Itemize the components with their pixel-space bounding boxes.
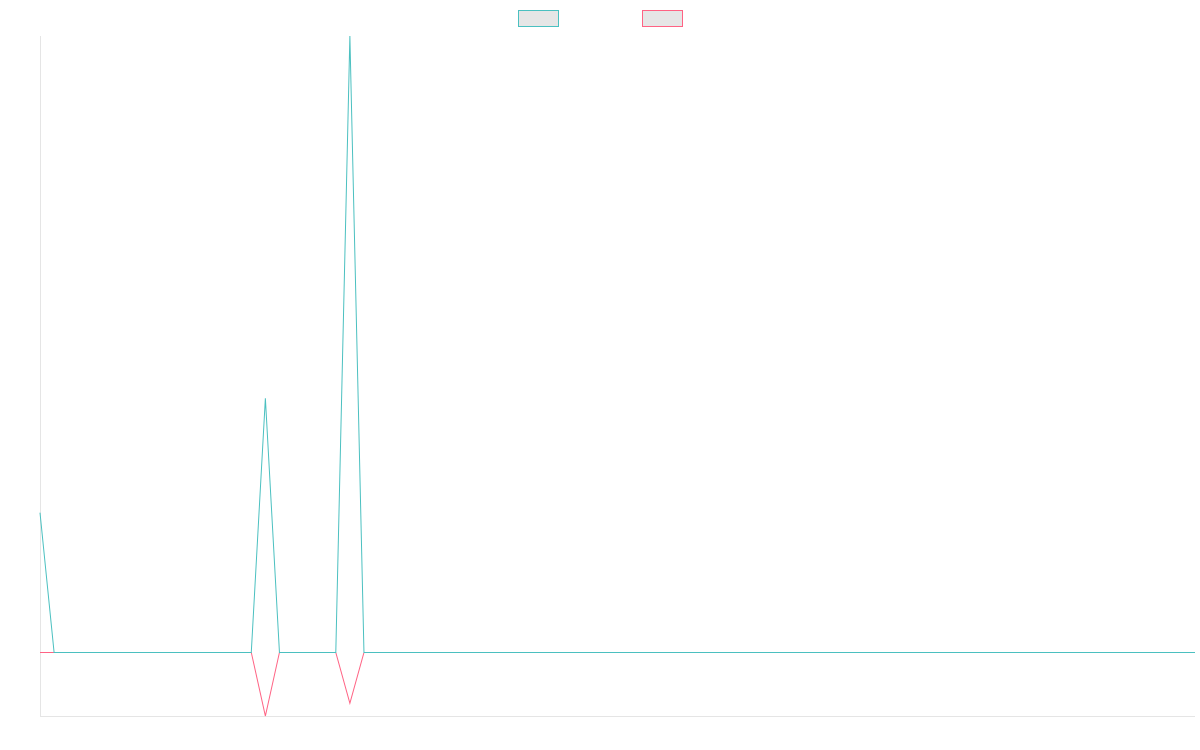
series-layer — [39, 35, 1195, 717]
legend — [518, 10, 683, 27]
legend-swatch-2[interactable] — [642, 10, 683, 27]
series-line-2 — [40, 651, 1195, 717]
axes — [40, 36, 1195, 717]
legend-swatch-1[interactable] — [518, 10, 559, 27]
series-line-1 — [39, 35, 1195, 653]
